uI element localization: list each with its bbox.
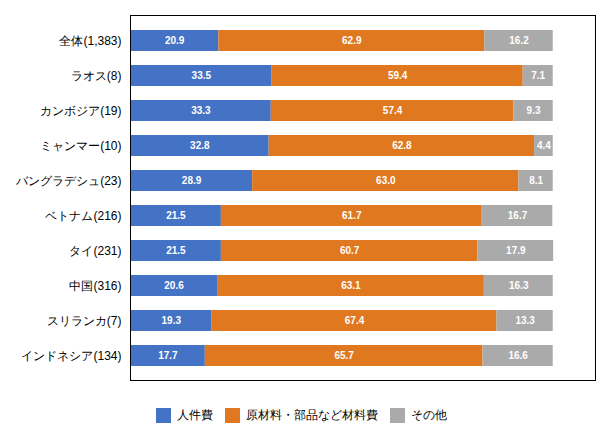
html-text:人件費: 人件費	[177, 408, 213, 422]
svg-text:21.5: 21.5	[166, 210, 186, 221]
svg-text:65.7: 65.7	[334, 350, 354, 361]
svg-text:4.4: 4.4	[537, 140, 551, 151]
svg-text:中国(316): 中国(316)	[69, 279, 121, 293]
svg-text:62.9: 62.9	[342, 35, 362, 46]
svg-text:33.5: 33.5	[192, 70, 212, 81]
svg-text:13.3: 13.3	[515, 315, 535, 326]
html-text:その他: その他	[411, 408, 447, 422]
svg-text:タイ(231): タイ(231)	[69, 244, 121, 258]
svg-text:61.7: 61.7	[342, 210, 362, 221]
svg-text:7.1: 7.1	[531, 70, 545, 81]
svg-text:19.3: 19.3	[162, 315, 182, 326]
html-text:原材料・部品など材料費: 原材料・部品など材料費	[246, 408, 378, 422]
svg-text:バングラデシュ(23): バングラデシュ(23)	[15, 174, 121, 188]
svg-text:33.3: 33.3	[191, 105, 211, 116]
svg-text:ラオス(8): ラオス(8)	[71, 69, 122, 83]
svg-text:8.1: 8.1	[529, 175, 543, 186]
svg-text:62.8: 62.8	[392, 140, 412, 151]
svg-text:16.2: 16.2	[509, 35, 529, 46]
svg-text:ベトナム(216): ベトナム(216)	[45, 209, 121, 223]
svg-text:28.9: 28.9	[182, 175, 202, 186]
svg-text:20.6: 20.6	[164, 280, 184, 291]
svg-text:60.7: 60.7	[340, 245, 360, 256]
svg-text:57.4: 57.4	[383, 105, 403, 116]
svg-text:20.9: 20.9	[165, 35, 185, 46]
svg-text:63.0: 63.0	[376, 175, 396, 186]
svg-text:17.7: 17.7	[158, 350, 178, 361]
svg-text:インドネシア(134): インドネシア(134)	[21, 349, 121, 363]
svg-text:スリランカ(7): スリランカ(7)	[47, 314, 122, 328]
svg-text:16.3: 16.3	[509, 280, 529, 291]
svg-text:59.4: 59.4	[388, 70, 408, 81]
svg-text:カンボジア(19): カンボジア(19)	[40, 104, 121, 118]
svg-text:21.5: 21.5	[166, 245, 186, 256]
svg-text:17.9: 17.9	[506, 245, 526, 256]
svg-text:63.1: 63.1	[341, 280, 361, 291]
svg-text:32.8: 32.8	[190, 140, 210, 151]
svg-text:全体(1,383): 全体(1,383)	[59, 34, 121, 48]
svg-text:16.6: 16.6	[508, 350, 528, 361]
svg-text:16.7: 16.7	[508, 210, 528, 221]
svg-text:67.4: 67.4	[345, 315, 365, 326]
svg-text:ミャンマー(10): ミャンマー(10)	[40, 139, 121, 153]
svg-text:9.3: 9.3	[527, 105, 541, 116]
